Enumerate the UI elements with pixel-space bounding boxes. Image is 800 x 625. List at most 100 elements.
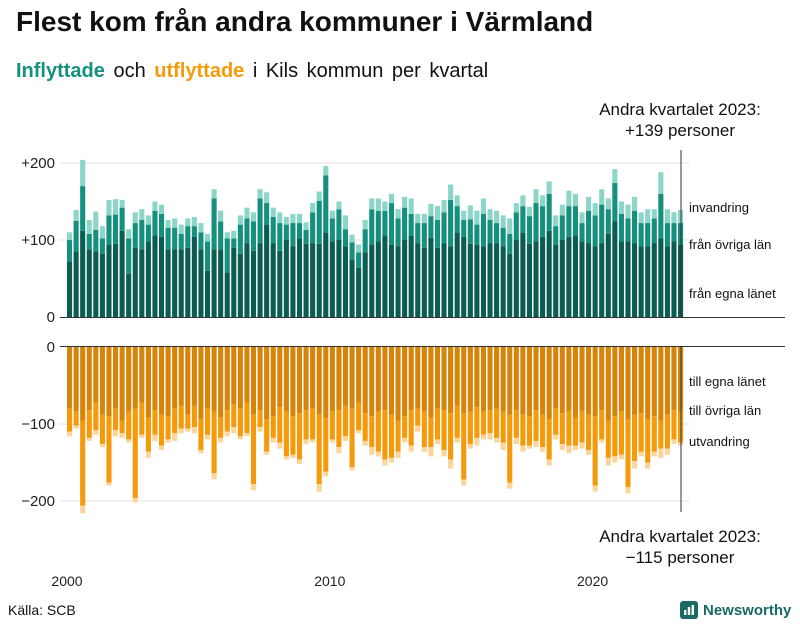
bar-immigration <box>152 201 158 211</box>
bar-emigration <box>540 447 546 452</box>
bar-to-same-county <box>579 347 585 412</box>
bar-to-other-counties <box>145 417 151 452</box>
bar-to-same-county <box>586 347 592 415</box>
bar-immigration <box>658 172 664 194</box>
bar-from-other-counties <box>375 210 381 242</box>
bar-to-other-counties <box>349 408 355 468</box>
bar-to-other-counties <box>480 411 487 435</box>
bar-from-same-county <box>408 235 414 317</box>
bar-from-same-county <box>139 249 145 317</box>
bar-to-same-county <box>448 347 454 414</box>
bar-to-other-counties <box>106 416 112 483</box>
bar-emigration <box>342 436 349 441</box>
bar-emigration <box>283 456 289 460</box>
bar-from-other-counties <box>290 223 296 247</box>
bar-emigration <box>323 471 329 477</box>
bar-to-other-counties <box>211 411 217 474</box>
bar-from-other-counties <box>553 226 559 245</box>
y-tick-label-bottom: −100 <box>21 416 55 433</box>
bar-to-same-county <box>185 347 191 415</box>
bar-from-other-counties <box>349 242 355 260</box>
bar-immigration <box>244 207 250 219</box>
bar-to-other-counties <box>586 414 592 451</box>
bar-to-same-county <box>93 347 99 403</box>
bar-emigration <box>362 440 368 446</box>
bar-to-other-counties <box>507 414 513 483</box>
bar-from-other-counties <box>67 240 73 262</box>
bar-emigration <box>191 427 197 434</box>
bar-from-same-county <box>592 246 598 317</box>
bar-emigration <box>632 460 638 469</box>
bar-from-other-counties <box>329 218 335 242</box>
bar-from-other-counties <box>257 198 263 244</box>
bar-emigration <box>218 437 224 443</box>
bar-from-same-county <box>296 238 303 317</box>
bar-to-other-counties <box>599 410 605 440</box>
bar-from-other-counties <box>408 213 414 236</box>
bar-emigration <box>237 436 243 440</box>
bar-immigration <box>454 195 460 207</box>
bar-immigration <box>638 212 644 224</box>
bar-to-same-county <box>211 347 217 412</box>
bar-emigration <box>204 434 211 440</box>
bar-to-other-counties <box>198 419 204 451</box>
bar-to-other-counties <box>421 411 427 448</box>
bar-emigration <box>126 439 132 443</box>
bar-to-other-counties <box>559 413 565 445</box>
bar-to-same-county <box>106 347 112 417</box>
bar-to-same-county <box>145 347 151 418</box>
bar-from-other-counties <box>165 227 171 250</box>
bar-to-other-counties <box>474 407 480 438</box>
bar-to-same-county <box>270 347 276 417</box>
bar-to-other-counties <box>375 411 381 452</box>
bar-to-same-county <box>165 347 171 417</box>
bar-to-same-county <box>356 347 362 403</box>
bar-to-other-counties <box>191 405 197 428</box>
bar-from-same-county <box>434 247 441 317</box>
bar-from-same-county <box>362 252 368 317</box>
bar-to-same-county <box>283 347 289 412</box>
bar-from-same-county <box>86 249 92 317</box>
bar-from-other-counties <box>605 209 611 234</box>
bar-emigration <box>638 451 644 457</box>
bar-emigration <box>211 473 217 480</box>
bar-from-other-counties <box>671 223 677 242</box>
bar-immigration <box>356 244 362 253</box>
bar-to-other-counties <box>513 410 519 438</box>
bar-immigration <box>67 232 73 240</box>
bar-emigration <box>441 450 447 457</box>
bar-immigration <box>283 216 289 225</box>
bar-from-other-counties <box>592 215 598 247</box>
bar-emigration <box>480 434 487 440</box>
bar-emigration <box>336 447 342 454</box>
bar-emigration <box>651 451 657 457</box>
bar-to-other-counties <box>244 402 250 434</box>
bar-emigration <box>553 434 559 440</box>
bar-from-other-counties <box>244 218 250 244</box>
bar-to-other-counties <box>119 420 125 434</box>
x-tick-label: 2000 <box>51 573 82 589</box>
bar-to-same-county <box>612 347 618 417</box>
bar-immigration <box>441 199 447 213</box>
bar-to-other-counties <box>152 410 158 435</box>
bar-to-other-counties <box>132 408 138 498</box>
bar-from-other-counties <box>198 232 204 250</box>
bar-from-same-county <box>395 246 401 317</box>
bar-immigration <box>185 218 191 227</box>
bar-from-same-county <box>415 243 421 317</box>
bar-to-same-county <box>513 347 519 411</box>
annotation-bottom-line: −115 personer <box>626 548 735 567</box>
bar-to-other-counties <box>402 416 408 438</box>
bar-from-other-counties <box>507 233 513 254</box>
bar-from-same-county <box>559 240 565 317</box>
bar-to-same-county <box>73 347 79 412</box>
bar-to-same-county <box>632 347 638 415</box>
bar-from-same-county <box>244 243 250 317</box>
bar-to-same-county <box>487 347 493 411</box>
bar-from-same-county <box>494 243 500 317</box>
series-label-top: från övriga län <box>689 237 771 252</box>
bar-to-other-counties <box>651 416 657 452</box>
bar-from-other-counties <box>533 203 539 242</box>
bar-from-other-counties <box>126 238 132 274</box>
bar-immigration <box>250 212 257 222</box>
